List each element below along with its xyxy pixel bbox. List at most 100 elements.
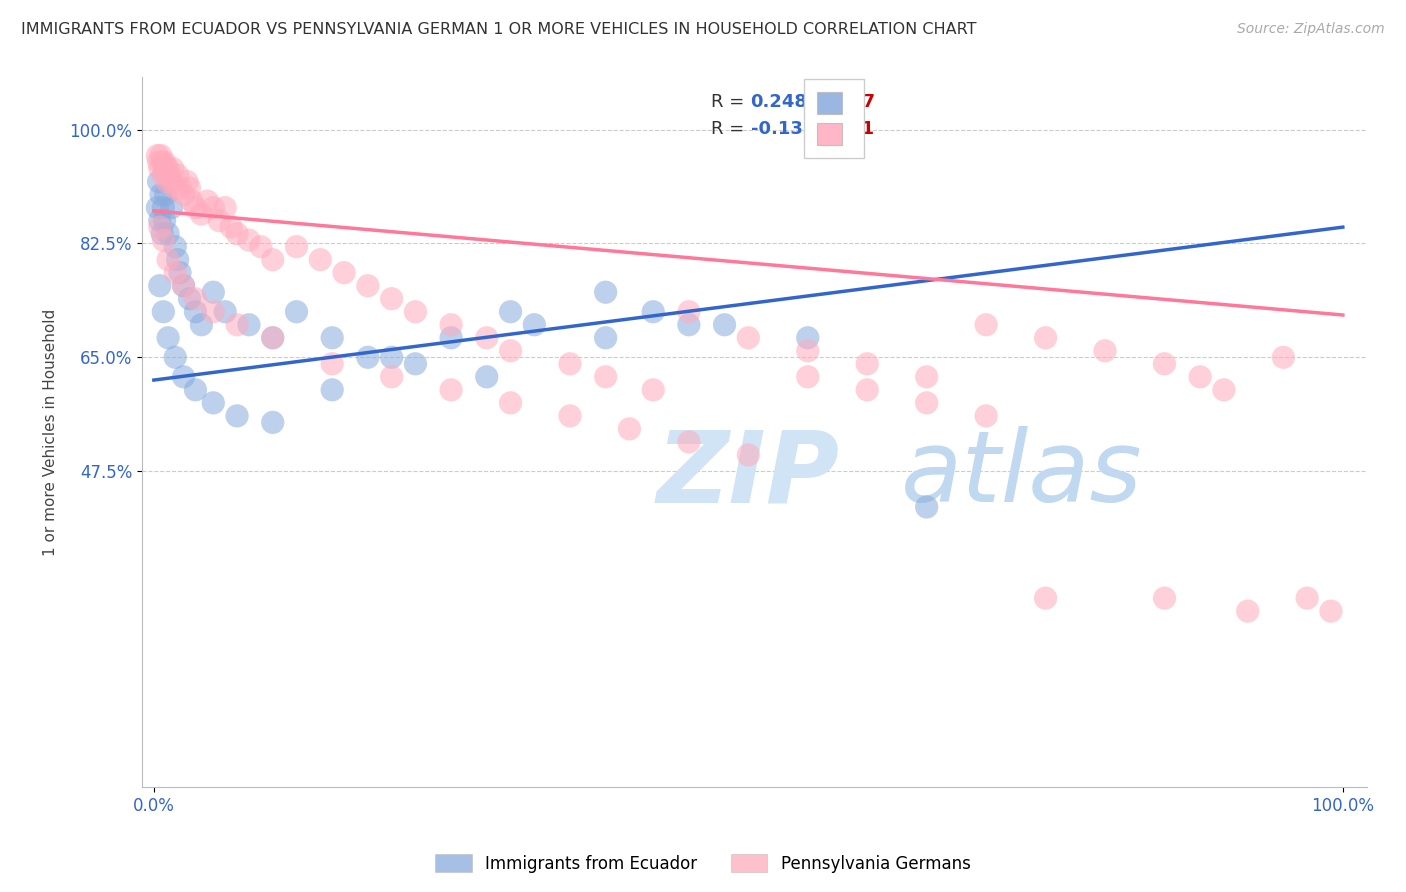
Point — [165, 266, 187, 280]
Point — [1236, 604, 1258, 618]
Point — [1320, 604, 1343, 618]
Point — [595, 369, 617, 384]
Point — [208, 213, 231, 227]
Point — [250, 240, 273, 254]
Point — [357, 278, 380, 293]
Point — [149, 213, 172, 227]
Point — [381, 292, 404, 306]
Point — [619, 422, 641, 436]
Point — [190, 318, 212, 332]
Point — [1212, 383, 1234, 397]
Point — [713, 318, 735, 332]
Point — [321, 383, 343, 397]
Point — [523, 318, 546, 332]
Legend: , : , — [804, 79, 863, 158]
Point — [184, 292, 207, 306]
Point — [797, 343, 820, 358]
Point — [737, 331, 759, 345]
Point — [1094, 343, 1116, 358]
Point — [157, 331, 180, 345]
Point — [173, 278, 195, 293]
Point — [499, 343, 522, 358]
Point — [169, 266, 191, 280]
Text: -0.132: -0.132 — [751, 120, 815, 137]
Point — [797, 331, 820, 345]
Text: ZIP: ZIP — [657, 426, 839, 524]
Text: 47: 47 — [849, 94, 875, 112]
Point — [184, 201, 207, 215]
Point — [146, 148, 169, 162]
Point — [440, 318, 463, 332]
Point — [157, 227, 180, 241]
Point — [148, 155, 170, 169]
Point — [214, 201, 236, 215]
Point — [166, 168, 188, 182]
Point — [157, 252, 180, 267]
Text: R =: R = — [711, 120, 751, 137]
Text: N =: N = — [818, 94, 858, 112]
Point — [179, 181, 201, 195]
Point — [152, 168, 174, 182]
Point — [475, 331, 498, 345]
Point — [558, 357, 581, 371]
Point — [643, 383, 665, 397]
Point — [150, 155, 173, 169]
Point — [202, 285, 225, 300]
Point — [149, 278, 172, 293]
Point — [149, 220, 172, 235]
Point — [1035, 331, 1057, 345]
Point — [333, 266, 356, 280]
Text: R =: R = — [711, 94, 751, 112]
Point — [262, 252, 284, 267]
Text: atlas: atlas — [901, 426, 1143, 524]
Point — [262, 331, 284, 345]
Text: 81: 81 — [849, 120, 875, 137]
Point — [155, 187, 177, 202]
Point — [915, 396, 938, 410]
Point — [153, 155, 176, 169]
Point — [262, 331, 284, 345]
Point — [595, 331, 617, 345]
Point — [238, 318, 260, 332]
Point — [152, 304, 174, 318]
Point — [499, 304, 522, 318]
Point — [157, 168, 180, 182]
Point — [1272, 351, 1295, 365]
Point — [678, 304, 700, 318]
Point — [190, 207, 212, 221]
Point — [285, 240, 308, 254]
Point — [176, 175, 198, 189]
Point — [1296, 591, 1319, 606]
Point — [226, 318, 249, 332]
Point — [404, 357, 426, 371]
Point — [173, 369, 195, 384]
Point — [219, 220, 242, 235]
Point — [1153, 591, 1175, 606]
Point — [146, 201, 169, 215]
Point — [1035, 591, 1057, 606]
Point — [180, 194, 202, 208]
Point — [148, 175, 170, 189]
Point — [309, 252, 332, 267]
Point — [974, 409, 997, 423]
Point — [149, 187, 172, 202]
Point — [150, 227, 173, 241]
Point — [737, 448, 759, 462]
Text: 0.248: 0.248 — [751, 94, 807, 112]
Point — [678, 434, 700, 449]
Point — [1189, 369, 1212, 384]
Point — [440, 383, 463, 397]
Point — [475, 369, 498, 384]
Point — [195, 194, 218, 208]
Point — [285, 304, 308, 318]
Point — [152, 233, 174, 247]
Point — [1153, 357, 1175, 371]
Point — [160, 175, 183, 189]
Point — [238, 233, 260, 247]
Point — [499, 396, 522, 410]
Point — [915, 500, 938, 514]
Text: Source: ZipAtlas.com: Source: ZipAtlas.com — [1237, 22, 1385, 37]
Point — [643, 304, 665, 318]
Point — [381, 351, 404, 365]
Point — [915, 369, 938, 384]
